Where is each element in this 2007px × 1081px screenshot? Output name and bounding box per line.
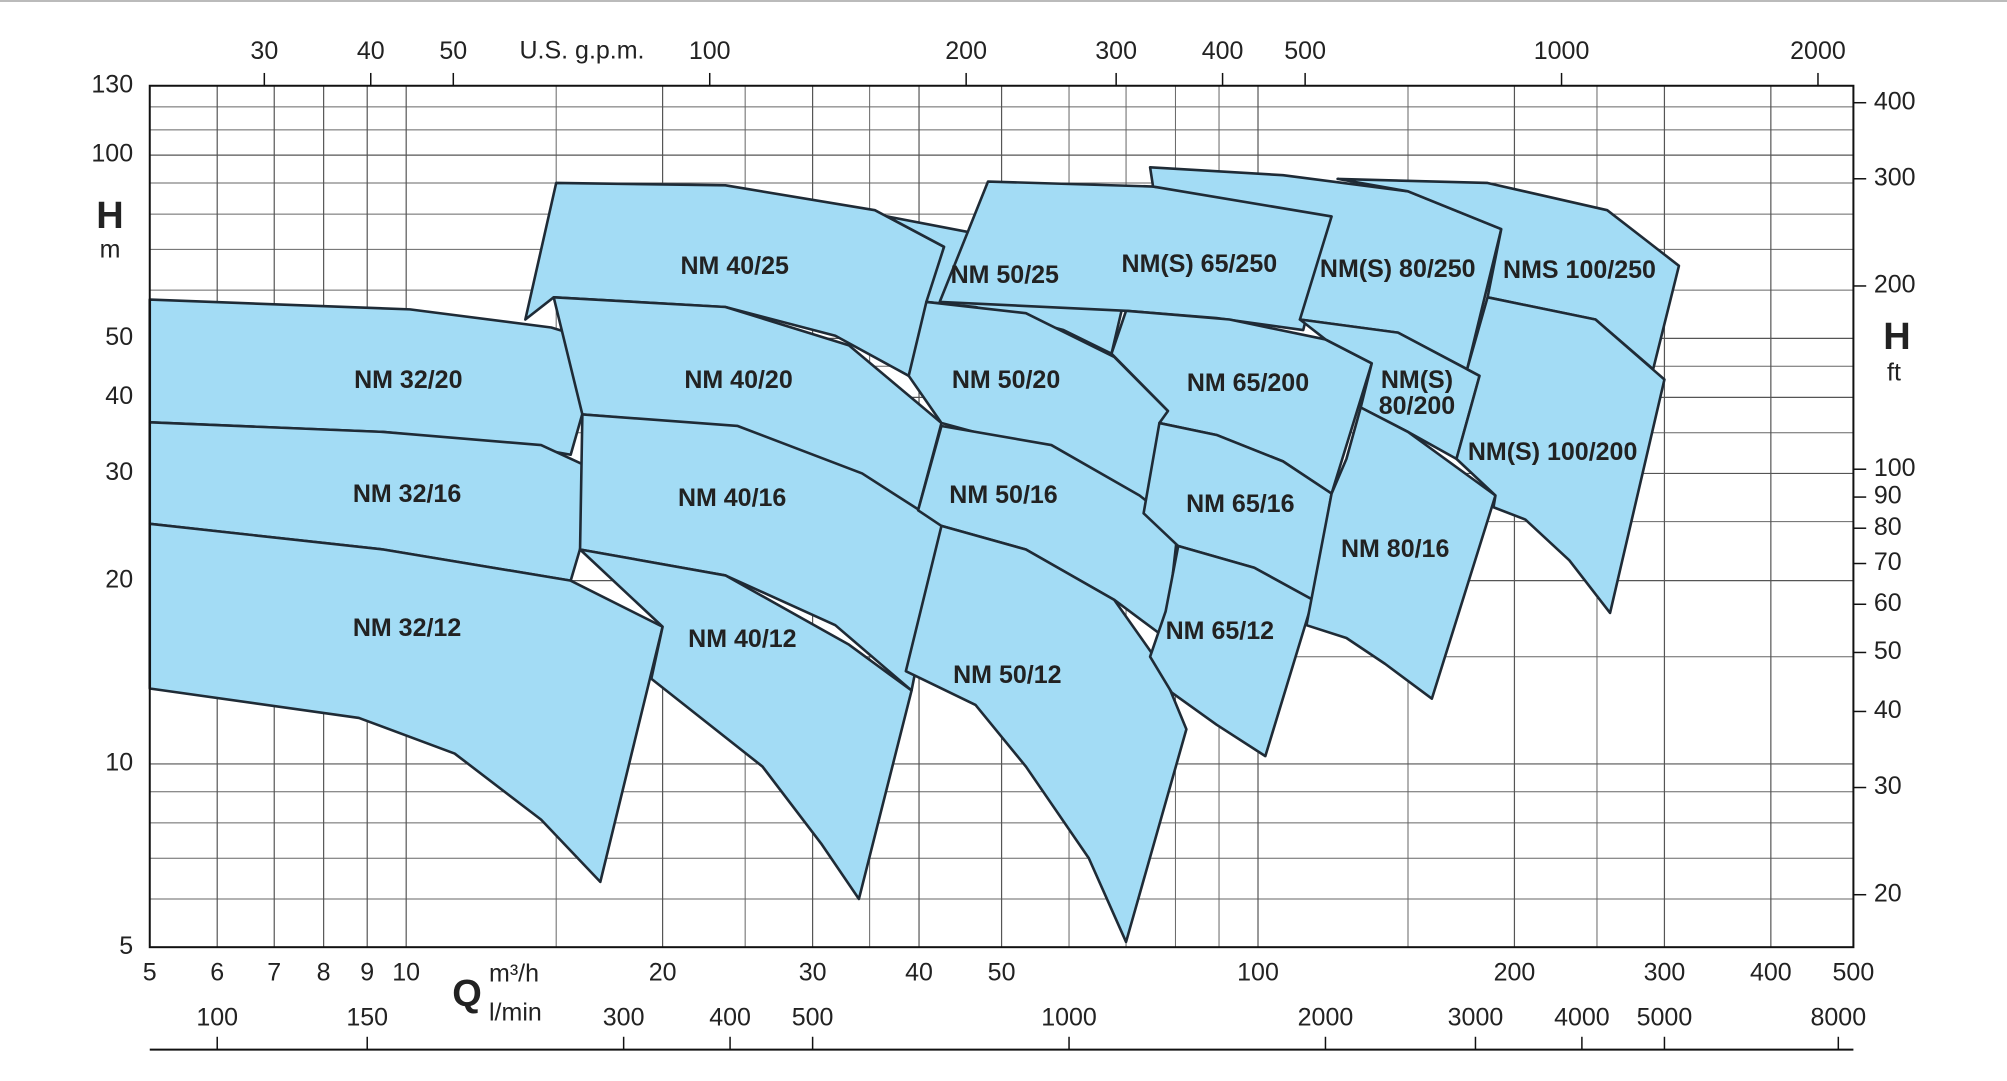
- region-label: NM 50/20: [951, 366, 1061, 395]
- axes: 5 6 7 8 9 10 20 30 40 50 100 200 300 400 500 5 10 20 30 40 5…: [91, 37, 1916, 1051]
- y2-tick-label: 80: [1874, 513, 1902, 541]
- x-tick-label: 400: [1750, 959, 1792, 987]
- y-tick-label: 130: [91, 70, 133, 98]
- top-tick-label: 200: [945, 37, 987, 65]
- top-tick-label: 30: [250, 37, 278, 65]
- y2-tick-label: 30: [1874, 772, 1902, 800]
- x-tick-label: 20: [649, 959, 677, 987]
- y-tick-label: 20: [105, 565, 133, 593]
- region-label: NM(S) 80/250: [1319, 254, 1476, 283]
- top-tick-label: 1000: [1534, 37, 1590, 65]
- y2-axis-units: ft: [1887, 359, 1901, 387]
- y-tick-label: 50: [105, 323, 133, 351]
- plot-frame: [148, 84, 1855, 949]
- x-axis-label: Q: [452, 973, 482, 1015]
- top-axis-units: U.S. g.p.m.: [519, 37, 644, 65]
- region-label: NM 65/16: [1186, 490, 1295, 519]
- top-tick-label: 400: [1202, 37, 1244, 65]
- region-label: NM 40/12: [688, 624, 797, 653]
- y-tick-label: 5: [119, 932, 133, 960]
- x-tick-label: 6: [210, 959, 224, 987]
- region-label: NM 65/200: [1186, 368, 1310, 397]
- y2-tick-label: 50: [1874, 637, 1902, 665]
- region-label: NM 40/25: [680, 252, 789, 281]
- y-tick-label: 100: [91, 140, 133, 168]
- y2-tick-label: 20: [1874, 879, 1902, 907]
- pump-region: [1148, 544, 1315, 758]
- pump-region: [904, 524, 1188, 944]
- region-label: NM 65/12: [1165, 617, 1275, 646]
- x2-tick-label: 1000: [1041, 1003, 1097, 1031]
- region-label: NMS 100/250: [1503, 256, 1656, 285]
- y2-tick-label: 300: [1874, 163, 1916, 191]
- top-tick-label: 50: [439, 37, 467, 65]
- region-label: NM(S) 65/250: [1121, 249, 1278, 278]
- top-tick-label: 300: [1095, 37, 1137, 65]
- x2-tick-label: 2000: [1298, 1003, 1354, 1031]
- top-tick-label: 40: [357, 37, 385, 65]
- pump-region: [578, 548, 913, 901]
- region-label: NM(S) 80/200: [1378, 365, 1456, 420]
- x2-tick-label: 300: [603, 1003, 645, 1031]
- x-tick-label: 100: [1237, 959, 1279, 987]
- top-tick-label: 100: [689, 37, 731, 65]
- pump-region: [1455, 296, 1666, 615]
- x2-tick-label: 150: [346, 1003, 388, 1031]
- pump-region: [148, 522, 664, 884]
- x-tick-label: 5: [143, 959, 157, 987]
- y2-tick-label: 200: [1874, 271, 1916, 299]
- x-tick-label: 9: [360, 959, 374, 987]
- region-label: NM 40/20: [684, 366, 793, 395]
- y-tick-label: 10: [105, 749, 133, 777]
- x2-tick-label: 4000: [1554, 1003, 1610, 1031]
- x-tick-label: 50: [988, 959, 1016, 987]
- x-tick-label: 30: [799, 959, 827, 987]
- regions: [148, 165, 1681, 944]
- x-tick-label: 500: [1833, 959, 1875, 987]
- y-axis-units: m: [100, 236, 121, 264]
- x-tick-label: 40: [905, 959, 933, 987]
- y2-axis-label: H: [1883, 316, 1910, 358]
- region-label: NM 80/16: [1340, 535, 1450, 564]
- y2-tick-label: 400: [1874, 87, 1916, 115]
- x2-tick-label: 8000: [1811, 1003, 1867, 1031]
- x-tick-label: 300: [1644, 959, 1686, 987]
- x2-tick-label: 3000: [1448, 1003, 1504, 1031]
- x2-tick-label: 5000: [1637, 1003, 1693, 1031]
- region-label: NM 50/16: [949, 481, 1058, 510]
- x-tick-label: 200: [1494, 959, 1536, 987]
- x2-axis-units: l/min: [489, 999, 542, 1027]
- x2-tick-label: 500: [792, 1003, 834, 1031]
- region-label: NM 32/12: [352, 614, 462, 643]
- y2-tick-label: 100: [1874, 454, 1916, 482]
- x-tick-label: 7: [267, 959, 281, 987]
- y2-tick-label: 60: [1874, 589, 1902, 617]
- region-label: NM 50/12: [953, 660, 1062, 689]
- y2-tick-label: 40: [1874, 696, 1902, 724]
- pump-region: [1305, 406, 1497, 700]
- y2-tick-label: 90: [1874, 482, 1902, 510]
- region-label: NM 50/25: [950, 261, 1059, 290]
- x2-tick-label: 400: [709, 1003, 751, 1031]
- region-label: NM 32/20: [354, 366, 463, 395]
- y-tick-label: 40: [105, 382, 133, 410]
- x-tick-label: 10: [392, 959, 420, 987]
- x-tick-label: 8: [317, 959, 331, 987]
- y-axis-label: H: [96, 195, 123, 237]
- region-label: NM 32/16: [352, 480, 462, 509]
- y2-tick-label: 70: [1874, 548, 1902, 576]
- pump-region: [524, 181, 946, 378]
- x-axis-units: m³/h: [489, 960, 539, 988]
- region-label: NM 40/16: [677, 483, 787, 512]
- top-tick-label: 500: [1284, 37, 1326, 65]
- y-tick-label: 30: [105, 458, 133, 486]
- x2-tick-label: 100: [196, 1003, 238, 1031]
- region-label: NM(S) 100/200: [1467, 437, 1638, 466]
- top-tick-label: 2000: [1790, 37, 1846, 65]
